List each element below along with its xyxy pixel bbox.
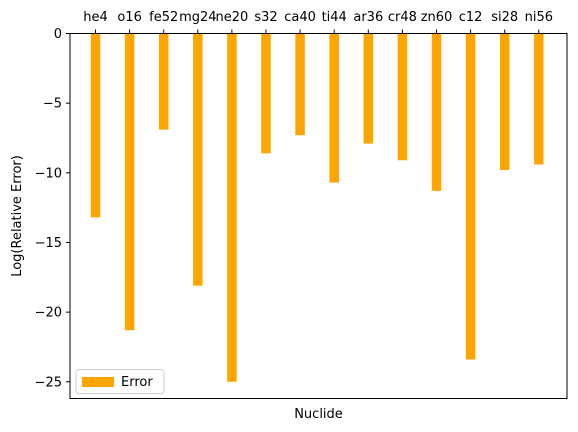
x-tick-label-c12: c12 [459,10,483,25]
bar-ne20 [227,34,237,382]
plot-frame [70,34,567,399]
x-tick-label-ni56: ni56 [525,10,553,25]
x-tick-label-zn60: zn60 [421,10,453,25]
bar-si28 [500,34,510,171]
x-tick-label-ca40: ca40 [284,10,316,25]
y-axis-label: Log(Relative Error) [10,155,25,277]
y-ticks-layer: 0 −5 −10 −15 −20 −25 [35,27,70,390]
x-tick-label-s32: s32 [254,10,277,25]
legend-swatch [82,377,114,387]
y-tick-label: −10 [35,166,62,181]
x-tick-label-cr48: cr48 [388,10,417,25]
x-axis-label: Nuclide [294,407,343,422]
x-tick-label-ti44: ti44 [322,10,347,25]
bars-layer [91,34,544,382]
bar-ti44 [329,34,339,183]
x-tick-label-he4: he4 [83,10,108,25]
bar-zn60 [432,34,442,191]
bar-ar36 [364,34,374,144]
bar-c12 [466,34,476,360]
bar-mg24 [193,34,203,286]
bar-o16 [125,34,135,331]
x-tick-label-fe52: fe52 [149,10,178,25]
bar-cr48 [398,34,408,161]
x-tick-label-mg24: mg24 [179,10,216,25]
legend: Error [76,370,164,394]
bar-ca40 [295,34,305,136]
bar-fe52 [159,34,169,130]
x-tick-label-o16: o16 [117,10,142,25]
bar-s32 [261,34,271,154]
y-tick-label: −20 [35,306,62,321]
x-tick-label-si28: si28 [491,10,518,25]
x-tick-label-ne20: ne20 [216,10,249,25]
bar-ni56 [534,34,544,165]
y-tick-label: −15 [35,236,62,251]
y-tick-label: −5 [43,97,62,112]
bar-he4 [91,34,101,218]
legend-label: Error [121,375,153,390]
x-tick-label-ar36: ar36 [353,10,383,25]
y-tick-label: 0 [54,27,62,42]
y-tick-label: −25 [35,375,62,390]
